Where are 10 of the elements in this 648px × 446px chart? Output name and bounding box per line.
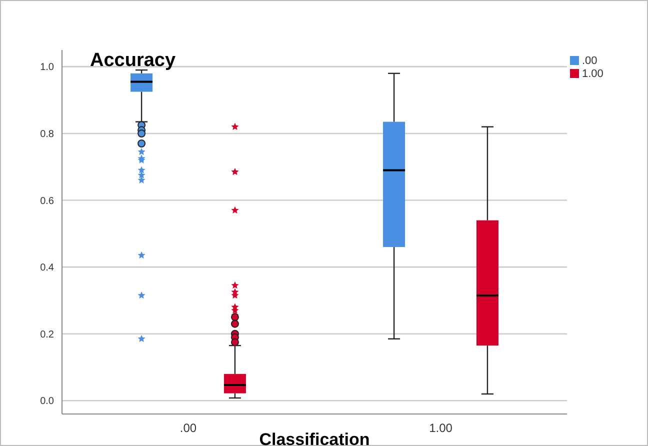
y-tick-label: 1.0	[40, 62, 54, 74]
y-tick-label: 0.0	[40, 396, 54, 408]
legend-label: .00	[582, 55, 598, 67]
y-tick-label: 0.8	[40, 128, 54, 140]
legend-label: 1.00	[582, 68, 604, 80]
x-axis-title: Classification	[259, 430, 370, 446]
y-tick-label: 0.2	[40, 329, 54, 340]
y-tick-label: 0.4	[40, 262, 54, 274]
y-axis-title: Accuracy	[90, 50, 176, 71]
y-tick-label: 0.6	[40, 196, 54, 207]
